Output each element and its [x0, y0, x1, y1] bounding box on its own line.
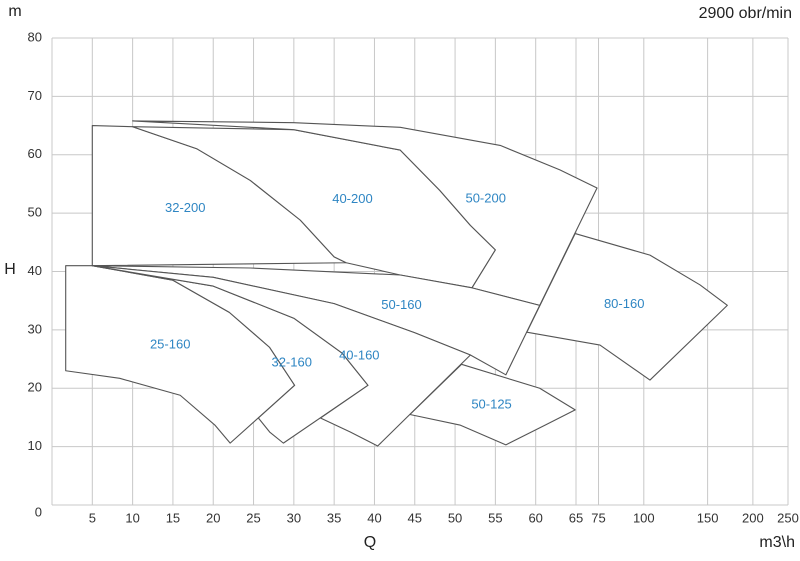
x-tick-label: 50 — [448, 510, 462, 525]
region-label: 80-160 — [604, 296, 644, 311]
y-tick-label: 20 — [28, 380, 42, 395]
x-tick-label: 10 — [125, 510, 139, 525]
y-unit: m — [8, 3, 21, 20]
x-tick-label: 100 — [633, 510, 655, 525]
x-tick-label: 200 — [742, 510, 764, 525]
region-label: 40-200 — [332, 191, 372, 206]
y-tick-label: 30 — [28, 321, 42, 336]
region-label: 25-160 — [150, 336, 190, 351]
x-tick-label: 40 — [367, 510, 381, 525]
region-label: 50-200 — [465, 190, 505, 205]
x-tick-label: 150 — [697, 510, 719, 525]
region-label: 40-160 — [339, 348, 379, 363]
region-label: 50-125 — [471, 397, 511, 412]
chart-title: 2900 obr/min — [699, 5, 792, 22]
region-label: 32-160 — [271, 354, 311, 369]
y-tick-label: 60 — [28, 146, 42, 161]
x-tick-label: 250 — [777, 510, 799, 525]
x-tick-label: 35 — [327, 510, 341, 525]
x-tick-label: 15 — [166, 510, 180, 525]
x-tick-label: 5 — [89, 510, 96, 525]
region-label: 50-160 — [381, 297, 421, 312]
region — [91, 265, 471, 447]
x-tick-label: 45 — [408, 510, 422, 525]
y-tick-label: 50 — [28, 205, 42, 220]
x-tick-label: 55 — [488, 510, 502, 525]
y-tick-label: 0 — [35, 504, 42, 519]
region — [409, 363, 576, 446]
y-tick-label: 40 — [28, 263, 42, 278]
y-tick-label: 80 — [28, 29, 42, 44]
y-tick-label: 10 — [28, 438, 42, 453]
x-tick-label: 75 — [591, 510, 605, 525]
y-axis-label: H — [4, 261, 16, 278]
region-label: 32-200 — [165, 200, 205, 215]
x-axis-label: Q — [364, 534, 376, 551]
x-unit: m3\h — [759, 534, 795, 551]
y-tick-label: 70 — [28, 88, 42, 103]
x-tick-label: 20 — [206, 510, 220, 525]
x-tick-label: 30 — [287, 510, 301, 525]
x-tick-label: 65 — [569, 510, 583, 525]
x-tick-label: 25 — [246, 510, 260, 525]
region — [526, 233, 728, 381]
x-tick-label: 60 — [528, 510, 542, 525]
